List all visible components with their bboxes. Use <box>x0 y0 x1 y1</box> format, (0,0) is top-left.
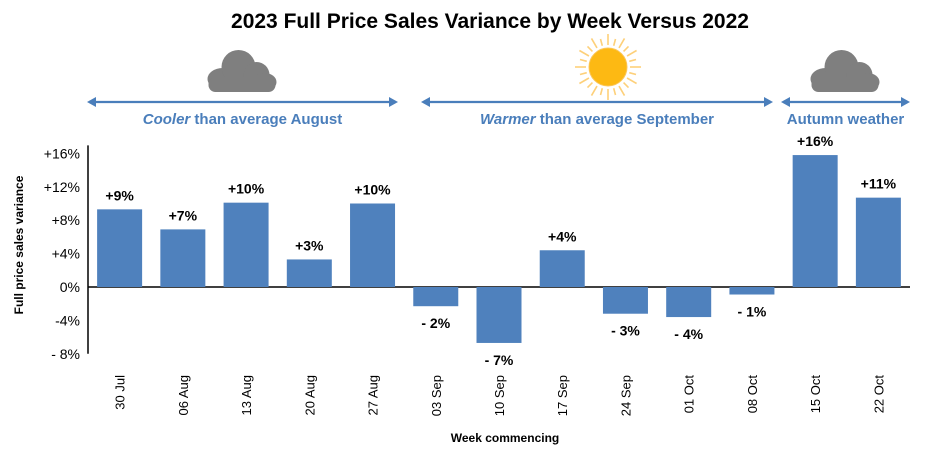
cloud-icon <box>207 50 277 92</box>
period-label: Cooler than average August <box>143 111 343 128</box>
bar <box>792 155 838 287</box>
category-label: 30 Jul <box>113 375 128 410</box>
period-label: Warmer than average September <box>480 111 714 128</box>
y-tick-label: +16% <box>44 145 80 161</box>
period-annotation: Cooler than average August <box>87 50 398 128</box>
category-label: 22 Oct <box>871 375 886 414</box>
period-annotation: Autumn weather <box>781 50 910 128</box>
data-label: - 3% <box>611 323 640 339</box>
bar <box>97 209 143 287</box>
category-label: 13 Aug <box>239 375 254 416</box>
chart-title: 2023 Full Price Sales Variance by Week V… <box>231 10 749 33</box>
category-label: 01 Oct <box>682 375 697 414</box>
bar <box>855 197 901 287</box>
data-label: +9% <box>105 187 134 203</box>
category-label: 10 Sep <box>492 375 507 416</box>
cloud-icon <box>810 50 880 92</box>
category-label: 17 Sep <box>555 375 570 416</box>
bar <box>413 287 459 307</box>
y-tick-label: -4% <box>55 312 80 328</box>
category-label: 08 Oct <box>745 375 760 414</box>
data-labels: +9% 30 Jul +7% 06 Aug +10% 13 Aug +3% 20 Aug +10… <box>105 133 896 416</box>
bar <box>602 287 648 314</box>
y-tick-label: +8% <box>52 212 80 228</box>
sun-icon <box>575 34 641 100</box>
data-label: - 4% <box>674 326 703 342</box>
y-axis-label: Full price sales variance <box>12 175 26 314</box>
category-label: 06 Aug <box>176 375 191 416</box>
category-label: 27 Aug <box>366 375 381 416</box>
data-label: - 1% <box>738 304 767 320</box>
y-tick-label: 0% <box>60 279 80 295</box>
data-label: +16% <box>797 133 834 149</box>
period-annotation: Warmer than average September <box>421 34 773 128</box>
y-tick-label: +4% <box>52 246 80 262</box>
period-label: Autumn weather <box>787 111 905 128</box>
data-label: - 2% <box>421 315 450 331</box>
bar <box>539 250 585 287</box>
category-label: 15 Oct <box>808 375 823 414</box>
bar <box>729 287 775 295</box>
x-axis-label: Week commencing <box>451 431 559 445</box>
weather-annotations: Cooler than average August Warmer than av… <box>87 34 910 128</box>
category-label: 24 Sep <box>618 375 633 416</box>
data-label: +7% <box>169 207 198 223</box>
bar <box>476 287 522 343</box>
data-label: +10% <box>354 182 391 198</box>
category-label: 20 Aug <box>302 375 317 416</box>
data-label: +3% <box>295 237 324 253</box>
bar <box>160 229 206 287</box>
bar <box>223 202 269 287</box>
y-tick-label: +12% <box>44 179 80 195</box>
bars <box>97 155 901 343</box>
category-label: 03 Sep <box>429 375 444 416</box>
y-tick-label: - 8% <box>51 346 80 362</box>
data-label: - 7% <box>485 352 514 368</box>
bar <box>666 287 712 318</box>
data-label: +10% <box>228 181 265 197</box>
data-label: +11% <box>861 176 897 192</box>
data-label: +4% <box>548 228 577 244</box>
bar <box>286 259 332 287</box>
bar <box>350 203 396 287</box>
